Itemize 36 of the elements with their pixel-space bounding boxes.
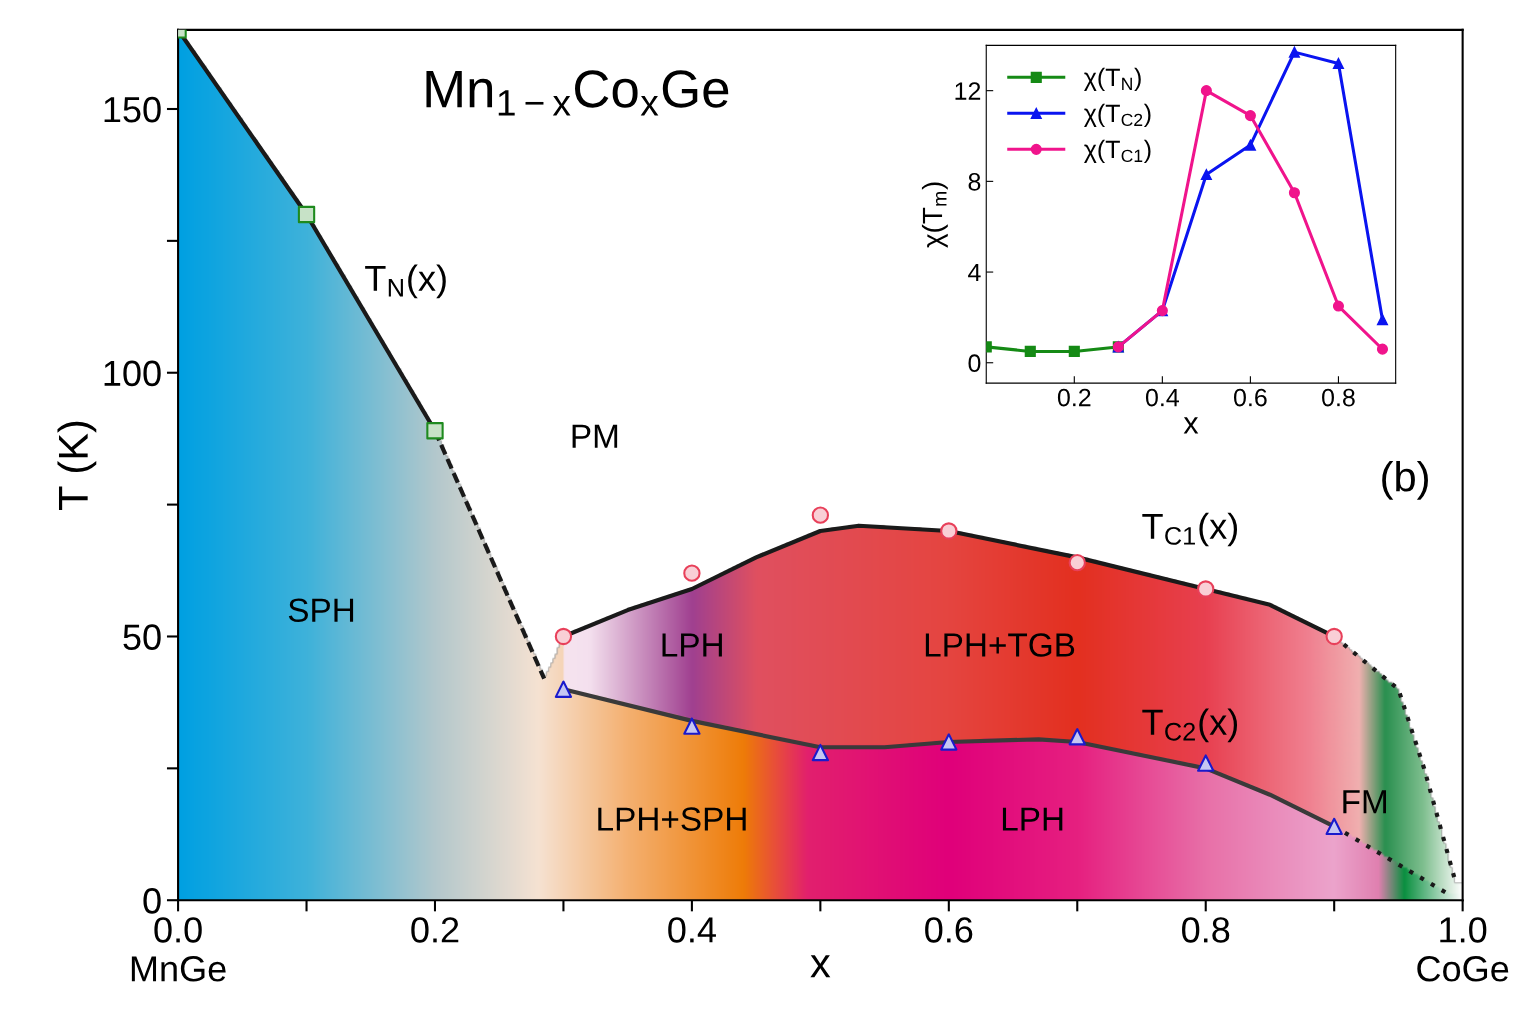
annotation: T$_{C2}$(x): [1142, 708, 1238, 743]
y-tick-label: 12: [955, 82, 981, 100]
x-tick-label: 0.6: [925, 917, 973, 943]
annotation: T$_{C1}$(x): [1142, 512, 1238, 547]
legend-label: χ(T$_{C2}$): [1084, 103, 1151, 128]
annotation: LPH: [662, 633, 722, 657]
y-tick-label: 0: [968, 354, 981, 373]
annotation: (b): [1382, 460, 1428, 500]
y-axis-title: χ(T$_{m}$): [921, 182, 948, 248]
x-tick-label: 1.0 CoGe: [1417, 917, 1509, 982]
x-axis-title: x: [810, 955, 831, 978]
x-axis-title: x: [1183, 417, 1199, 434]
annotation: LPH+SPH: [598, 807, 746, 831]
annotation: PM: [572, 424, 618, 448]
y-tick-label: 150: [104, 96, 161, 123]
x-tick-label: 0.6: [1234, 388, 1267, 407]
annotation: LPH+TGB: [925, 633, 1075, 657]
y-tick-label: 100: [104, 360, 161, 387]
x-tick-label: 0.4: [1145, 388, 1179, 407]
text: Mn$_{1−x}$Co$_{x}$Ge: [426, 70, 729, 116]
y-axis-title: T (K): [57, 421, 97, 511]
x-tick-label: 0.2: [411, 917, 459, 943]
x-tick-label: 0.2: [1057, 388, 1091, 407]
y-tick-label: 4: [968, 263, 981, 282]
annotation: LPH: [1002, 807, 1063, 831]
x-tick-label: 0.8: [1182, 917, 1230, 943]
y-tick-label: 8: [968, 172, 981, 191]
annotation: SPH: [288, 598, 354, 623]
legend-label: χ(T$_{C1}$): [1084, 139, 1151, 164]
annotation: T$_{N}$(x): [365, 264, 446, 299]
x-tick-label: 0.4: [668, 917, 716, 943]
x-tick-label: 0.8: [1322, 388, 1355, 407]
x-tick-label: 0.0 MnGe: [131, 917, 226, 982]
y-tick-label: 0: [143, 888, 161, 914]
y-tick-label: 50: [123, 624, 161, 650]
legend-label: χ(T$_{N}$): [1084, 67, 1141, 92]
